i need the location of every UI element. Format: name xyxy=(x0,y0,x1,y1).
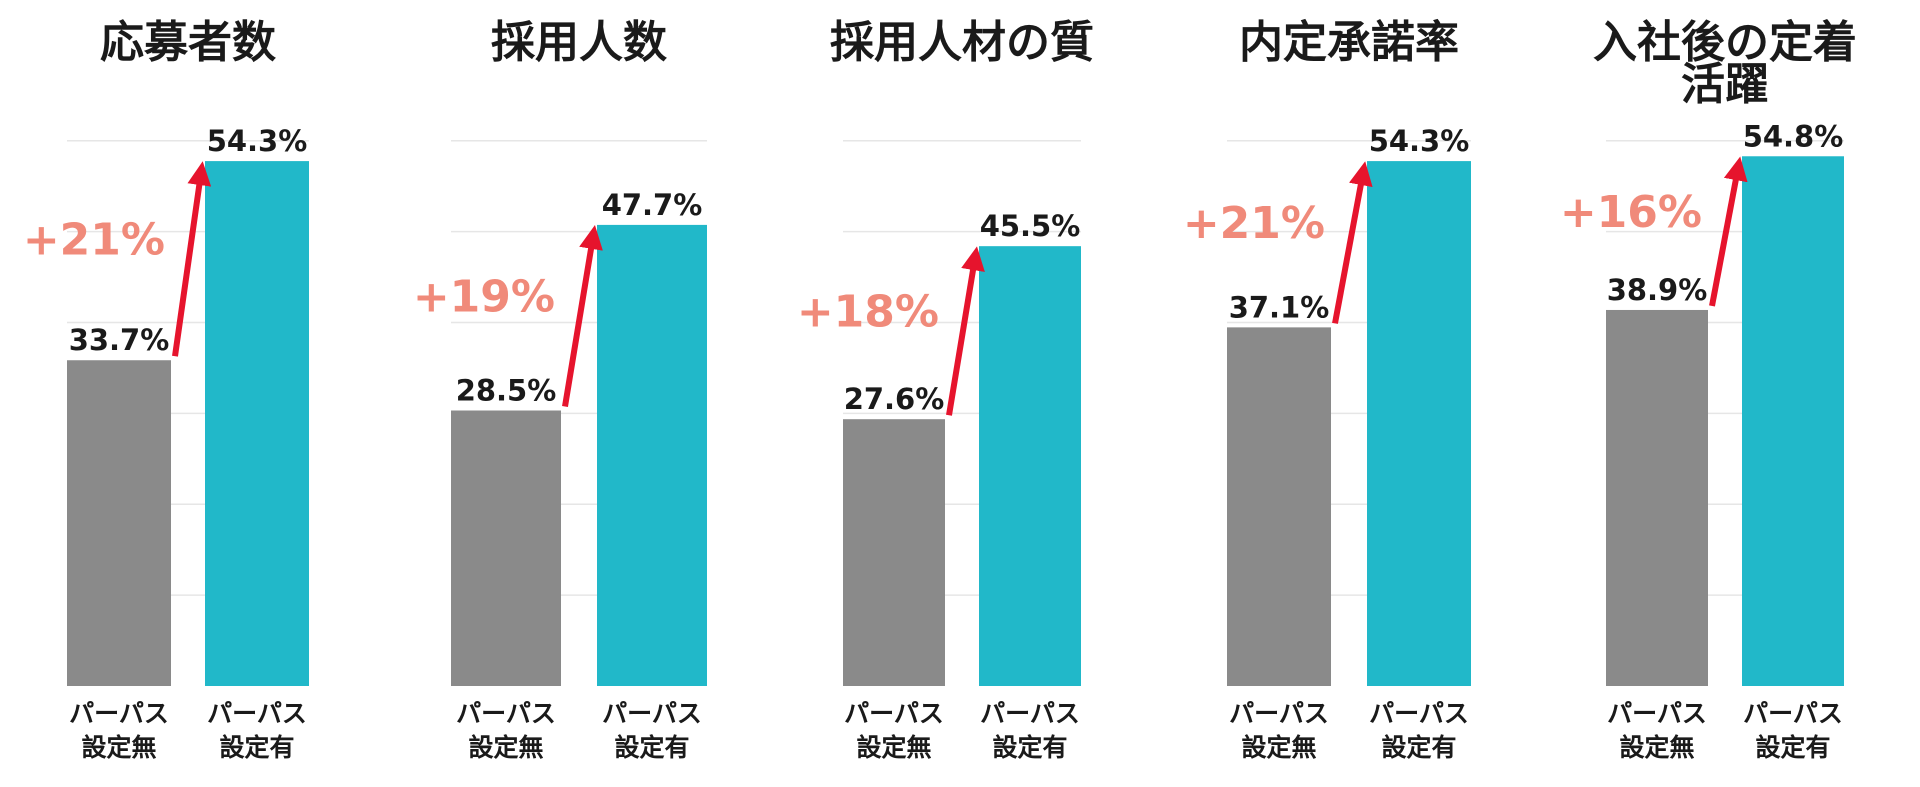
data-label: 47.7% xyxy=(602,188,703,222)
bar-without-purpose xyxy=(451,410,561,686)
chart-title: 入社後の定着 xyxy=(1593,17,1857,68)
difference-label: +18% xyxy=(797,287,939,338)
category-label: パーパス xyxy=(980,699,1080,728)
bar-with-purpose xyxy=(1367,161,1471,687)
category-label: パーパス xyxy=(1743,699,1843,728)
category-label: 設定無 xyxy=(468,733,543,762)
difference-label: +21% xyxy=(1183,198,1325,249)
data-label: 28.5% xyxy=(456,374,557,408)
chart-title: 採用人材の質 xyxy=(830,17,1094,68)
data-label: 38.9% xyxy=(1607,273,1708,307)
data-label: 27.6% xyxy=(844,382,945,416)
bar-with-purpose xyxy=(597,224,707,686)
difference-label: +19% xyxy=(413,272,555,323)
chart-title: 採用人数 xyxy=(491,17,667,68)
chart-title: 活躍 xyxy=(1681,59,1769,110)
category-label: パーパス xyxy=(1369,699,1469,728)
difference-label: +21% xyxy=(23,215,165,266)
category-label: パーパス xyxy=(207,699,307,728)
category-label: 設定有 xyxy=(1755,733,1830,762)
category-label: パーパス xyxy=(69,699,169,728)
data-label: 54.8% xyxy=(1743,119,1844,153)
data-label: 33.7% xyxy=(69,323,170,357)
data-label: 54.3% xyxy=(207,124,308,158)
category-label: 設定有 xyxy=(992,733,1067,762)
category-label: パーパス xyxy=(602,699,702,728)
data-label: 37.1% xyxy=(1229,290,1330,324)
increase-arrow xyxy=(172,161,212,357)
category-label: パーパス xyxy=(1229,699,1329,728)
increase-arrow xyxy=(1332,161,1373,324)
category-label: パーパス xyxy=(844,699,944,728)
bar-without-purpose xyxy=(1606,309,1708,686)
category-label: パーパス xyxy=(456,699,556,728)
bar-without-purpose xyxy=(67,360,171,686)
chart-title: 応募者数 xyxy=(100,17,276,68)
category-label: 設定有 xyxy=(614,733,689,762)
chart-title: 内定承諾率 xyxy=(1239,17,1459,68)
increase-arrow xyxy=(946,246,985,416)
bar-without-purpose xyxy=(1227,327,1331,686)
increase-arrow xyxy=(1709,156,1748,307)
category-label: 設定無 xyxy=(856,733,931,762)
category-label: 設定無 xyxy=(81,733,156,762)
data-label: 54.3% xyxy=(1369,124,1470,158)
bar-with-purpose xyxy=(1742,156,1844,686)
increase-arrow xyxy=(562,225,603,407)
bar-with-purpose xyxy=(205,161,309,687)
category-label: 設定有 xyxy=(219,733,294,762)
bar-without-purpose xyxy=(843,419,945,686)
bar-with-purpose xyxy=(979,246,1081,686)
data-label: 45.5% xyxy=(980,209,1081,243)
category-label: 設定無 xyxy=(1619,733,1694,762)
category-label: 設定無 xyxy=(1241,733,1316,762)
category-label: 設定有 xyxy=(1381,733,1456,762)
difference-label: +16% xyxy=(1560,187,1702,238)
category-label: パーパス xyxy=(1607,699,1707,728)
